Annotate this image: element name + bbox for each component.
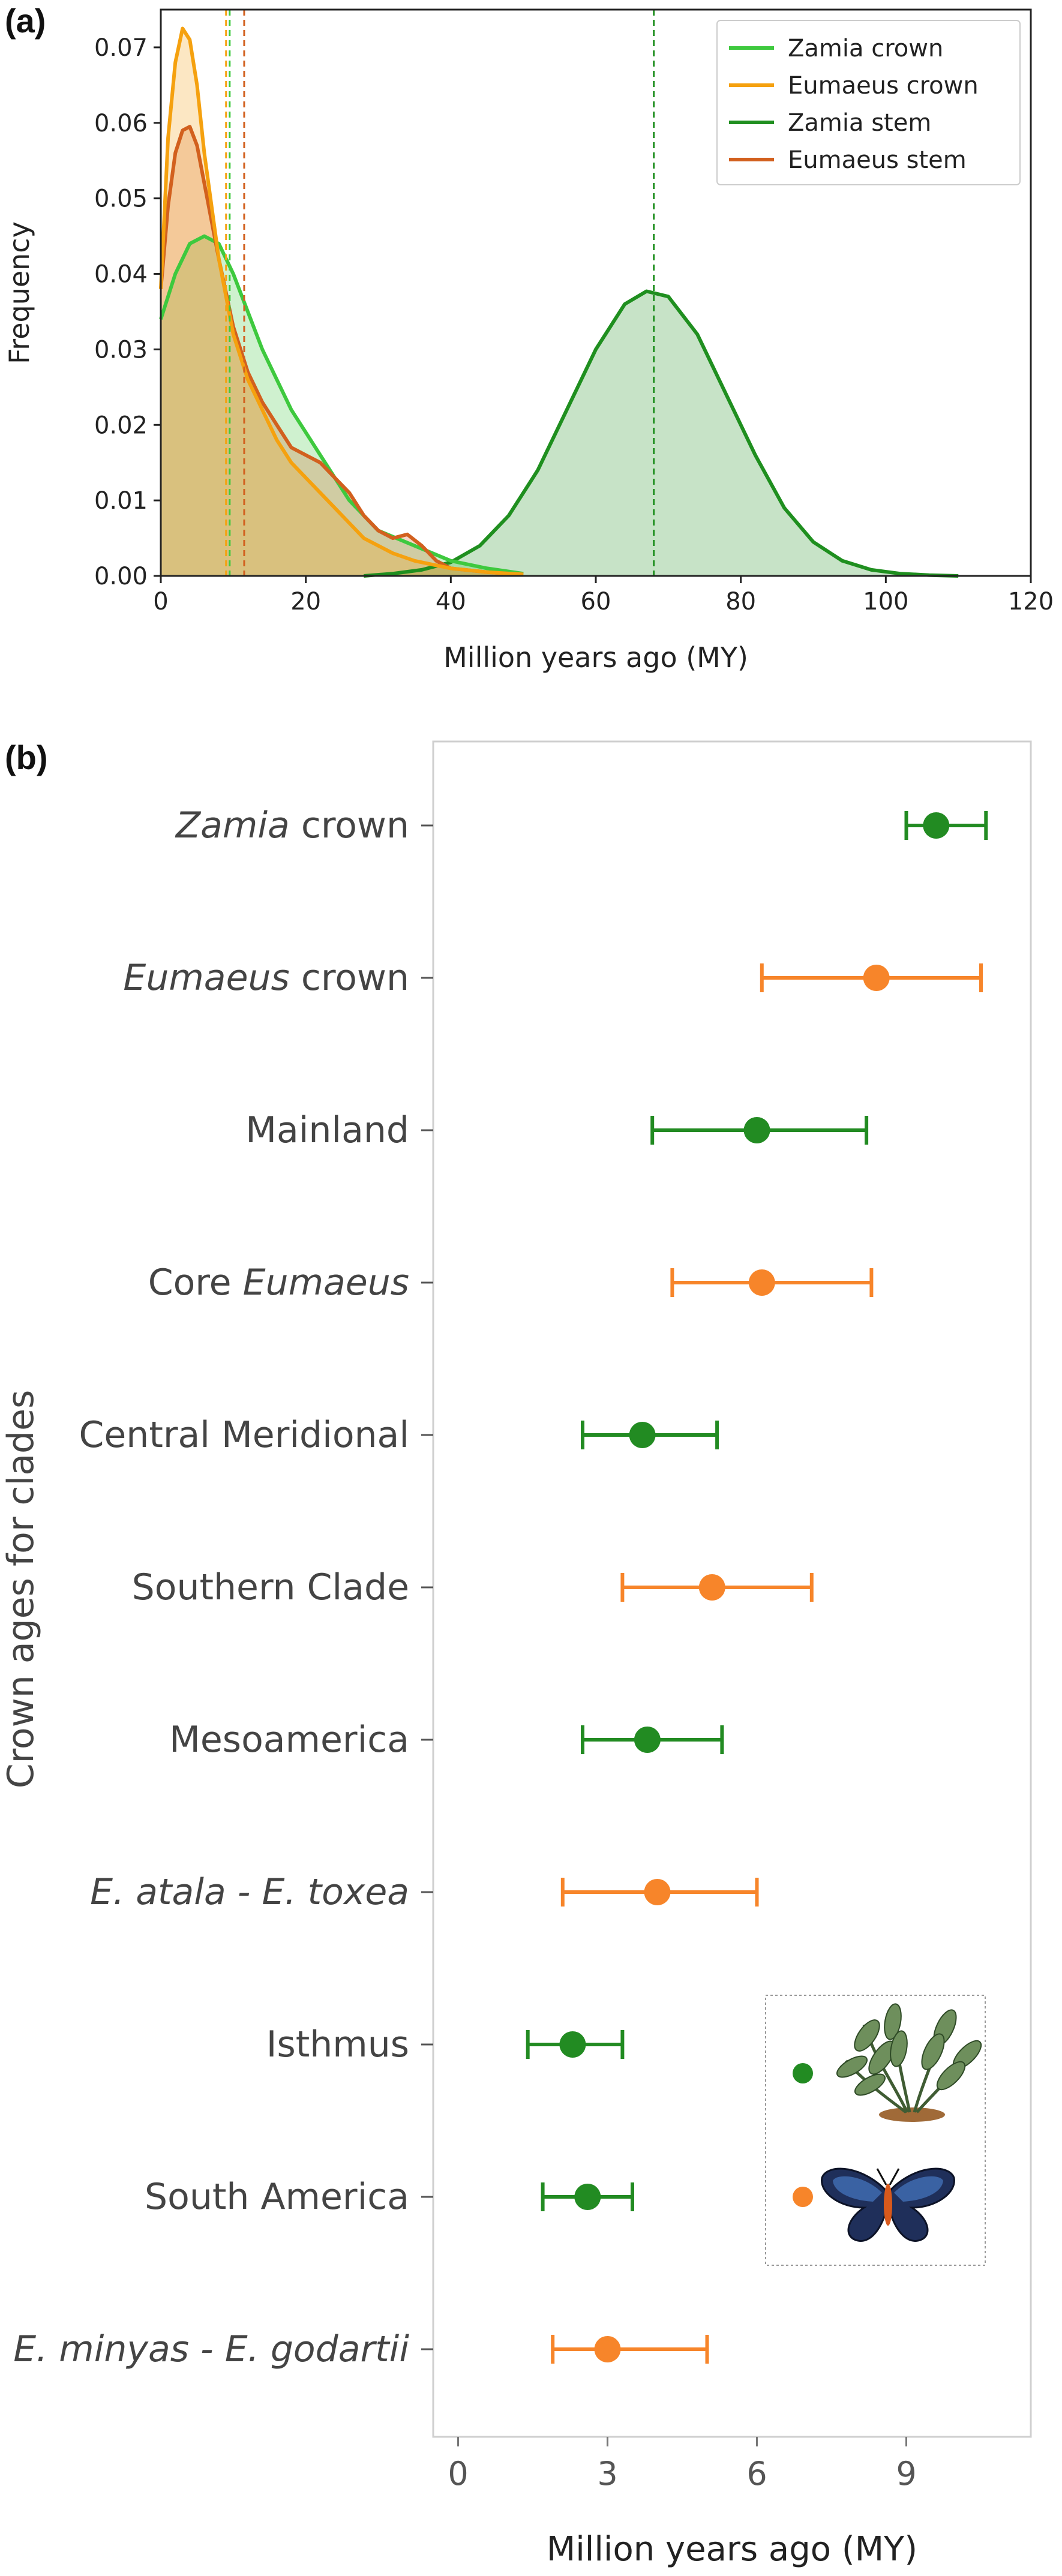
density-y-tick-label: 0.03 (94, 336, 148, 364)
crown-ages-x-tick-label: 9 (896, 2455, 916, 2493)
core-eumaeus-mean-point (748, 1269, 775, 1296)
clade-label-e-minyas-e-godartii: E. minyas - E. godartii (13, 2328, 409, 2370)
density-x-tick-label: 80 (725, 588, 756, 616)
mainland-mean-point (743, 1117, 770, 1143)
crown-ages-chart: Zamia crown Eumaeus crown Mainland Core Eum… (0, 740, 1032, 2569)
clade-label-central-meridional: Central Meridional (79, 1414, 410, 1456)
clade-label-e-atala-e-toxea: E. atala - E. toxea (90, 1871, 409, 1913)
eumaeus-crown-legend-label: Eumaeus crown (788, 72, 979, 100)
eumaeus-stem-density-area (161, 127, 524, 577)
e-atala-e-toxea-mean-point (644, 1879, 671, 1905)
crown-ages-x-axis-label: Million years ago (MY) (547, 2530, 917, 2569)
eumaeus-crown-density-line (159, 26, 524, 577)
clade-label-zamia-crown: Zamia crown (175, 804, 409, 846)
density-x-axis-label: Million years ago (MY) (443, 641, 748, 674)
clade-label-isthmus: Isthmus (266, 2023, 409, 2065)
zamia-crown-legend-label: Zamia crown (788, 35, 943, 62)
zamia-legend-marker (793, 2063, 813, 2083)
density-chart: 0 20 40 60 80 100 120 0.00 0.01 0.02 0.03 0.04 0.05… (3, 8, 1054, 674)
density-y-tick-label: 0.01 (94, 487, 148, 515)
crown-ages-x-tick-label: 0 (448, 2455, 468, 2493)
isthmus-mean-point (559, 2031, 586, 2058)
density-x-tick-label: 40 (436, 588, 466, 616)
density-legend: Zamia crown Eumaeus crown Zamia stem Eumaeu… (716, 20, 1021, 185)
density-x-tick-label: 120 (1008, 588, 1054, 616)
clade-label-south-america: South America (145, 2176, 409, 2218)
eumaeus-stem-density-line (159, 125, 524, 577)
panel-a-label: (a) (5, 2, 46, 40)
eumaeus-crown-density-area (161, 28, 524, 576)
crown-ages-y-axis-label: Crown ages for clades (0, 1390, 42, 1788)
group-legend (765, 1995, 986, 2266)
density-y-tick-label: 0.02 (94, 412, 148, 439)
density-y-axis-label: Frequency (3, 221, 35, 364)
mesoamerica-mean-point (634, 1727, 661, 1753)
panel-b-label: (b) (5, 738, 48, 776)
density-y-tick-label: 0.07 (94, 34, 148, 62)
eumaeus-stem-legend-label: Eumaeus stem (788, 146, 967, 174)
zamia-crown-density-line (159, 234, 524, 576)
clade-label-eumaeus-crown: Eumaeus crown (123, 957, 409, 999)
crown-ages-plot-frame (432, 740, 1032, 2438)
southern-clade-mean-point (698, 1574, 725, 1601)
south-america-mean-point (574, 2184, 601, 2210)
crown-ages-x-tick-label: 3 (597, 2455, 617, 2493)
density-y-tick-label: 0.05 (94, 185, 148, 213)
zamia-stem-legend-label: Zamia stem (788, 109, 931, 137)
density-y-tick-label: 0.06 (94, 110, 148, 137)
density-x-tick-label: 20 (290, 588, 321, 616)
crown-ages-x-tick-label: 6 (746, 2455, 767, 2493)
zamia-stem-density-line (364, 289, 959, 578)
eumaeus-legend-marker (793, 2187, 813, 2207)
clade-label-southern-clade: Southern Clade (132, 1566, 409, 1608)
density-legend-box (716, 20, 1021, 185)
clade-label-core-eumaeus: Core Eumaeus (148, 1262, 409, 1304)
e-minyas-e-godartii-mean-point (594, 2336, 621, 2362)
density-y-tick-label: 0.04 (94, 261, 148, 289)
density-x-tick-label: 100 (863, 588, 908, 616)
density-x-tick-label: 0 (153, 588, 168, 616)
zamia-crown-mean-point (923, 812, 950, 839)
eumaeus-butterfly-icon (821, 2167, 955, 2242)
clade-label-mesoamerica: Mesoamerica (169, 1719, 409, 1761)
eumaeus-crown-mean-point (863, 965, 890, 991)
density-y-tick-label: 0.00 (94, 563, 148, 590)
zamia-plant-icon (836, 2003, 982, 2122)
zamia-stem-density-area (364, 291, 959, 576)
central-meridional-mean-point (629, 1422, 656, 1448)
clade-label-mainland: Mainland (245, 1109, 409, 1151)
density-x-tick-label: 60 (581, 588, 611, 616)
zamia-crown-density-area (161, 236, 524, 577)
